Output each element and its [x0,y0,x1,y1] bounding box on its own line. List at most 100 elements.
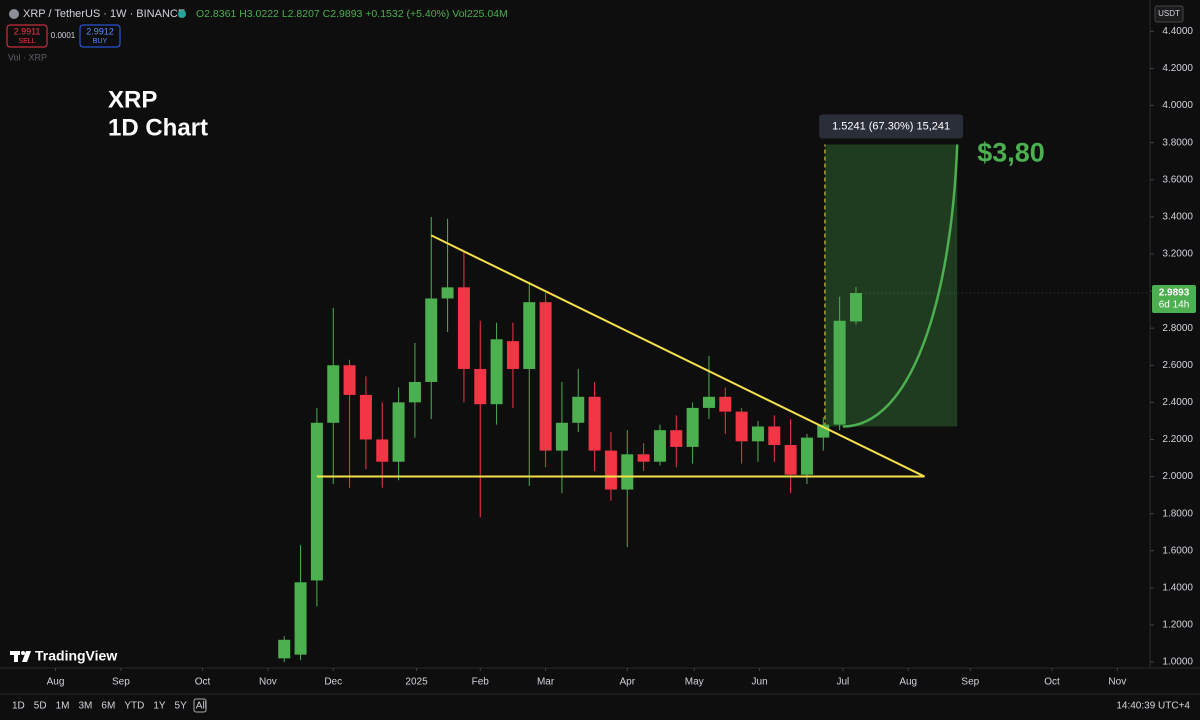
x-tick-label: Mar [537,677,555,688]
range-button[interactable]: 1D [12,701,25,712]
sell-price: 2.9911 [14,26,41,36]
measure-label: 1.5241 (67.30%) 15,241 [832,120,950,132]
range-button[interactable]: All [196,701,207,712]
countdown: 6d 14h [1159,300,1190,311]
symbol[interactable]: XRP / TetherUS · 1W · BINANCE [23,8,185,20]
range-button[interactable]: 3M [79,701,93,712]
sell-button[interactable] [6,24,48,48]
sell-label: SELL [18,38,35,45]
date-range-icon[interactable] [193,698,207,713]
buy-button[interactable] [79,24,121,48]
candle-body [425,298,438,382]
candle-body [294,582,307,655]
range-button[interactable]: 5D [34,701,47,712]
candle-body [849,293,862,322]
spread: 0.0001 [51,31,76,40]
candle-body [572,396,585,423]
symbol-icon [9,9,19,19]
y-tick-label: 1.6000 [1162,545,1193,556]
target-label: $3,80 [977,138,1045,168]
y-tick-label: 1.8000 [1162,508,1193,519]
ohlc: O2.8361 H3.0222 L2.8207 C2.9893 +0.1532 … [196,8,508,20]
chart-subtitle: 1D Chart [108,114,208,141]
y-tick-label: 2.2000 [1162,434,1193,445]
logo-text: TradingView [35,648,117,664]
candle-body [392,402,405,462]
candle-body [457,287,470,369]
x-tick-label: Dec [324,677,342,688]
market-status [178,10,186,18]
candle-body [702,396,715,408]
buy-price: 2.9912 [86,26,114,36]
range-button[interactable]: YTD [124,701,144,712]
logo-icon [10,651,31,662]
candle-body [588,396,601,451]
y-tick-label: 3.6000 [1162,174,1193,185]
x-tick-label: Sep [112,677,130,688]
y-tick-label: 2.8000 [1162,323,1193,334]
candle-body [555,422,568,451]
candle-body [604,450,617,490]
y-tick-label: 1.4000 [1162,583,1193,594]
candle-body [735,411,748,442]
candle-body [784,445,797,475]
x-tick-label: Aug [47,677,65,688]
candle-body [670,430,683,447]
x-tick-label: Apr [619,677,635,688]
y-tick-label: 4.4000 [1162,26,1193,37]
range-button[interactable]: 5Y [175,701,188,712]
candle-body [376,439,389,462]
x-tick-label: Nov [259,677,277,688]
range-button[interactable]: 6M [101,701,115,712]
candle-body [686,407,699,447]
candle-body [474,368,487,405]
y-tick-label: 2.0000 [1162,471,1193,482]
currency-box[interactable] [1154,5,1184,23]
measure-label-box [819,114,964,139]
y-tick-label: 1.0000 [1162,657,1193,668]
range-button[interactable]: 1M [56,701,70,712]
candle-body [539,302,552,451]
last-price: 2.9893 [1159,288,1190,299]
candle-body [441,287,454,299]
x-tick-label: Jul [836,677,849,688]
y-tick-label: 4.2000 [1162,63,1193,74]
candle-body [768,426,781,446]
volume-legend: Vol · XRP [8,52,47,62]
candle-body [343,365,356,395]
candle-body [490,339,503,405]
chart-title: XRP [108,86,157,113]
candle-body [653,430,666,462]
range-button[interactable]: 1Y [153,701,166,712]
candle-body [310,422,323,581]
y-tick-label: 3.8000 [1162,137,1193,148]
target-box [824,144,958,427]
candle-body [506,341,519,369]
clock: 14:40:39 UTC+4 [1116,701,1190,712]
candle-body [751,426,764,442]
y-tick-label: 1.2000 [1162,620,1193,631]
candle-body [327,365,340,423]
x-tick-label: Jun [752,677,768,688]
x-tick-label: Feb [472,677,490,688]
x-tick-label: Oct [195,677,211,688]
x-tick-label: Oct [1044,677,1060,688]
buy-label: BUY [93,38,108,45]
candle-body [408,381,421,403]
y-tick-label: 3.2000 [1162,249,1193,260]
last-price-box [1152,285,1196,314]
x-tick-label: 2025 [405,677,428,688]
candle-body [833,320,846,425]
trendline [430,234,926,478]
candle-body [637,454,650,462]
x-tick-label: Nov [1108,677,1126,688]
currency: USDT [1158,9,1180,18]
y-tick-label: 2.4000 [1162,397,1193,408]
candle-body [359,394,372,440]
candle-body [719,396,732,412]
candle-body [278,639,291,659]
projection-curve [842,144,959,428]
y-tick-label: 4.0000 [1162,100,1193,111]
